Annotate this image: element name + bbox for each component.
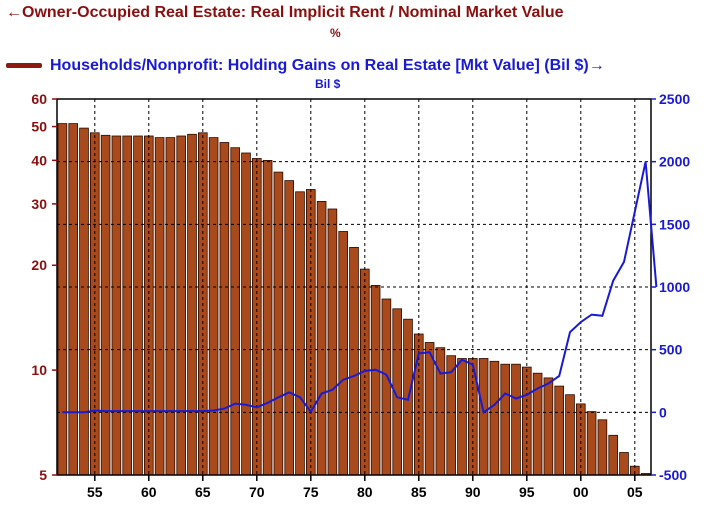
bar bbox=[68, 123, 79, 476]
bar bbox=[273, 171, 284, 476]
bar bbox=[79, 127, 89, 476]
bar bbox=[446, 355, 456, 476]
x-tick-label: 05 bbox=[627, 484, 643, 500]
bar bbox=[381, 298, 392, 476]
bar bbox=[230, 147, 241, 476]
bar bbox=[576, 403, 586, 476]
x-tick-label: 70 bbox=[249, 484, 265, 500]
left-tick-label: 5 bbox=[39, 467, 47, 483]
bar bbox=[133, 135, 143, 476]
bar bbox=[478, 358, 489, 476]
x-tick-label: 85 bbox=[411, 484, 427, 500]
bar bbox=[424, 342, 435, 476]
x-tick-label: 90 bbox=[465, 484, 481, 500]
bar bbox=[262, 159, 273, 476]
bar bbox=[165, 137, 176, 476]
bar bbox=[327, 208, 338, 476]
bar bbox=[111, 135, 122, 476]
x-tick-label: 60 bbox=[141, 484, 157, 500]
bar bbox=[597, 419, 608, 476]
right-axis-unit: Bil $ bbox=[315, 77, 341, 91]
bar bbox=[511, 363, 521, 476]
right-tick-label: 1500 bbox=[659, 216, 690, 232]
bar bbox=[619, 452, 629, 476]
left-axis-unit: % bbox=[330, 26, 341, 40]
bar bbox=[100, 134, 111, 476]
right-tick-label: -500 bbox=[659, 467, 687, 483]
right-series-title-text: Households/Nonprofit: Holding Gains on R… bbox=[50, 57, 605, 74]
bar bbox=[338, 231, 348, 476]
left-tick-label: 10 bbox=[31, 362, 47, 378]
bar bbox=[57, 123, 68, 476]
bar bbox=[241, 152, 251, 476]
holding-gains-line bbox=[62, 161, 658, 414]
x-tick-label: 75 bbox=[303, 484, 319, 500]
right-series-title: Households/Nonprofit: Holding Gains on R… bbox=[6, 57, 605, 75]
bar bbox=[500, 363, 510, 476]
left-tick-label: 40 bbox=[31, 152, 47, 168]
x-tick-label: 65 bbox=[195, 484, 211, 500]
x-tick-label: 95 bbox=[519, 484, 535, 500]
bar bbox=[219, 142, 230, 476]
left-tick-label: 50 bbox=[31, 119, 47, 135]
bar bbox=[554, 385, 564, 476]
left-tick-label: 60 bbox=[31, 91, 47, 107]
x-tick-label: 80 bbox=[357, 484, 373, 500]
bar bbox=[543, 377, 554, 476]
bar bbox=[586, 411, 597, 476]
bar bbox=[370, 284, 381, 476]
bar bbox=[608, 434, 618, 476]
bar bbox=[457, 358, 467, 476]
left-series-title: ←Owner-Occupied Real Estate: Real Implic… bbox=[6, 4, 564, 21]
right-tick-label: 500 bbox=[659, 342, 683, 358]
x-tick-label: 55 bbox=[87, 484, 103, 500]
right-tick-label: 1000 bbox=[659, 279, 690, 295]
bar bbox=[316, 200, 327, 476]
right-tick-label: 2000 bbox=[659, 154, 690, 170]
bar bbox=[208, 137, 219, 476]
x-tick-label: 00 bbox=[573, 484, 589, 500]
bar bbox=[565, 394, 575, 476]
bar bbox=[295, 191, 305, 476]
bar bbox=[122, 135, 133, 476]
bar bbox=[349, 246, 359, 476]
bar bbox=[154, 137, 165, 476]
bar-legend-swatch bbox=[6, 63, 42, 69]
left-tick-label: 20 bbox=[31, 257, 47, 273]
bar bbox=[187, 133, 197, 476]
left-tick-label: 30 bbox=[31, 196, 47, 212]
right-tick-label: 2500 bbox=[659, 91, 690, 107]
bar bbox=[176, 135, 187, 476]
bar bbox=[489, 360, 500, 476]
right-tick-label: 0 bbox=[659, 404, 667, 420]
